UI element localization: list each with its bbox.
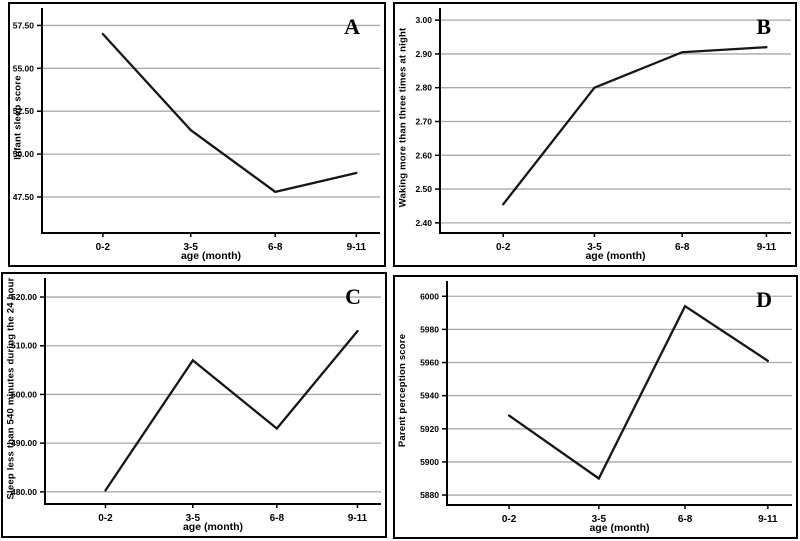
x-axis-title: age (month) [182,521,244,533]
svg-text:2.40: 2.40 [415,218,432,228]
svg-text:47.50: 47.50 [13,192,35,202]
svg-text:0-2: 0-2 [96,242,111,253]
svg-text:55.00: 55.00 [13,63,35,73]
panel-letter: C [345,284,361,309]
svg-text:3-5: 3-5 [186,513,201,524]
svg-text:6-8: 6-8 [675,242,690,253]
svg-text:480.00: 480.00 [11,487,37,497]
svg-text:6000: 6000 [420,291,439,301]
svg-text:57.50: 57.50 [13,20,35,30]
svg-text:6-8: 6-8 [268,242,283,253]
svg-text:3-5: 3-5 [592,514,607,525]
svg-text:3.00: 3.00 [415,15,432,25]
panel-c: 480.00 490.00 500.00 510.00 520.00 0-2 3-5 6-8 9… [1,272,387,538]
svg-text:6-8: 6-8 [270,513,285,524]
panel-a: 47.50 50.00 52.50 55.00 57.50 0-2 3-5 6-8 9-11 I… [8,2,386,267]
svg-text:0-2: 0-2 [496,242,511,253]
panel-letter: B [756,14,771,39]
panel-b: 2.40 2.50 2.60 2.70 2.80 2.90 3.00 0-2 3-5 6-8 9-1… [393,2,797,267]
line-chart-waking-at-night: 2.40 2.50 2.60 2.70 2.80 2.90 3.00 0-2 3-5 6-8 9-1… [415,8,791,253]
svg-text:9-11: 9-11 [758,514,778,525]
svg-text:9-11: 9-11 [757,242,777,253]
svg-text:2.60: 2.60 [415,150,432,160]
svg-text:510.00: 510.00 [11,341,37,351]
svg-text:3-5: 3-5 [183,242,198,253]
svg-text:9-11: 9-11 [347,242,367,253]
line-chart-infant-sleep-score: 47.50 50.00 52.50 55.00 57.50 0-2 3-5 6-8 9-11 [13,8,380,253]
svg-text:5980: 5980 [420,324,439,334]
svg-text:0-2: 0-2 [98,513,113,524]
svg-text:500.00: 500.00 [11,389,37,399]
svg-text:520.00: 520.00 [11,292,37,302]
x-axis-title: age (month) [180,250,242,262]
panel-letter: A [344,14,360,39]
svg-text:9-11: 9-11 [348,513,368,524]
svg-text:2.50: 2.50 [415,184,432,194]
svg-text:2.70: 2.70 [415,117,432,127]
svg-text:2.80: 2.80 [415,83,432,93]
svg-text:5900: 5900 [420,457,439,467]
panel-letter: D [756,287,772,312]
svg-text:5940: 5940 [420,391,439,401]
line-chart-sleep-minutes: 480.00 490.00 500.00 510.00 520.00 0-2 3-5 6-8 9… [11,278,381,524]
svg-text:5960: 5960 [420,358,439,368]
panel-d: 5880 5900 5920 5940 5960 5980 6000 0-2 3-5 6-8 9-1… [393,275,798,539]
svg-text:490.00: 490.00 [11,438,37,448]
svg-text:3-5: 3-5 [587,242,602,253]
svg-text:6-8: 6-8 [678,514,693,525]
svg-text:5920: 5920 [420,424,439,434]
svg-text:50.00: 50.00 [13,149,35,159]
x-axis-title: age (month) [585,250,646,262]
svg-text:5880: 5880 [420,490,439,500]
svg-text:2.90: 2.90 [415,49,432,59]
line-chart-parent-perception: 5880 5900 5920 5940 5960 5980 6000 0-2 3-5 6-8 9-1… [420,281,792,525]
x-axis-title: age (month) [589,522,650,534]
svg-text:52.50: 52.50 [13,106,35,116]
svg-text:0-2: 0-2 [502,514,517,525]
